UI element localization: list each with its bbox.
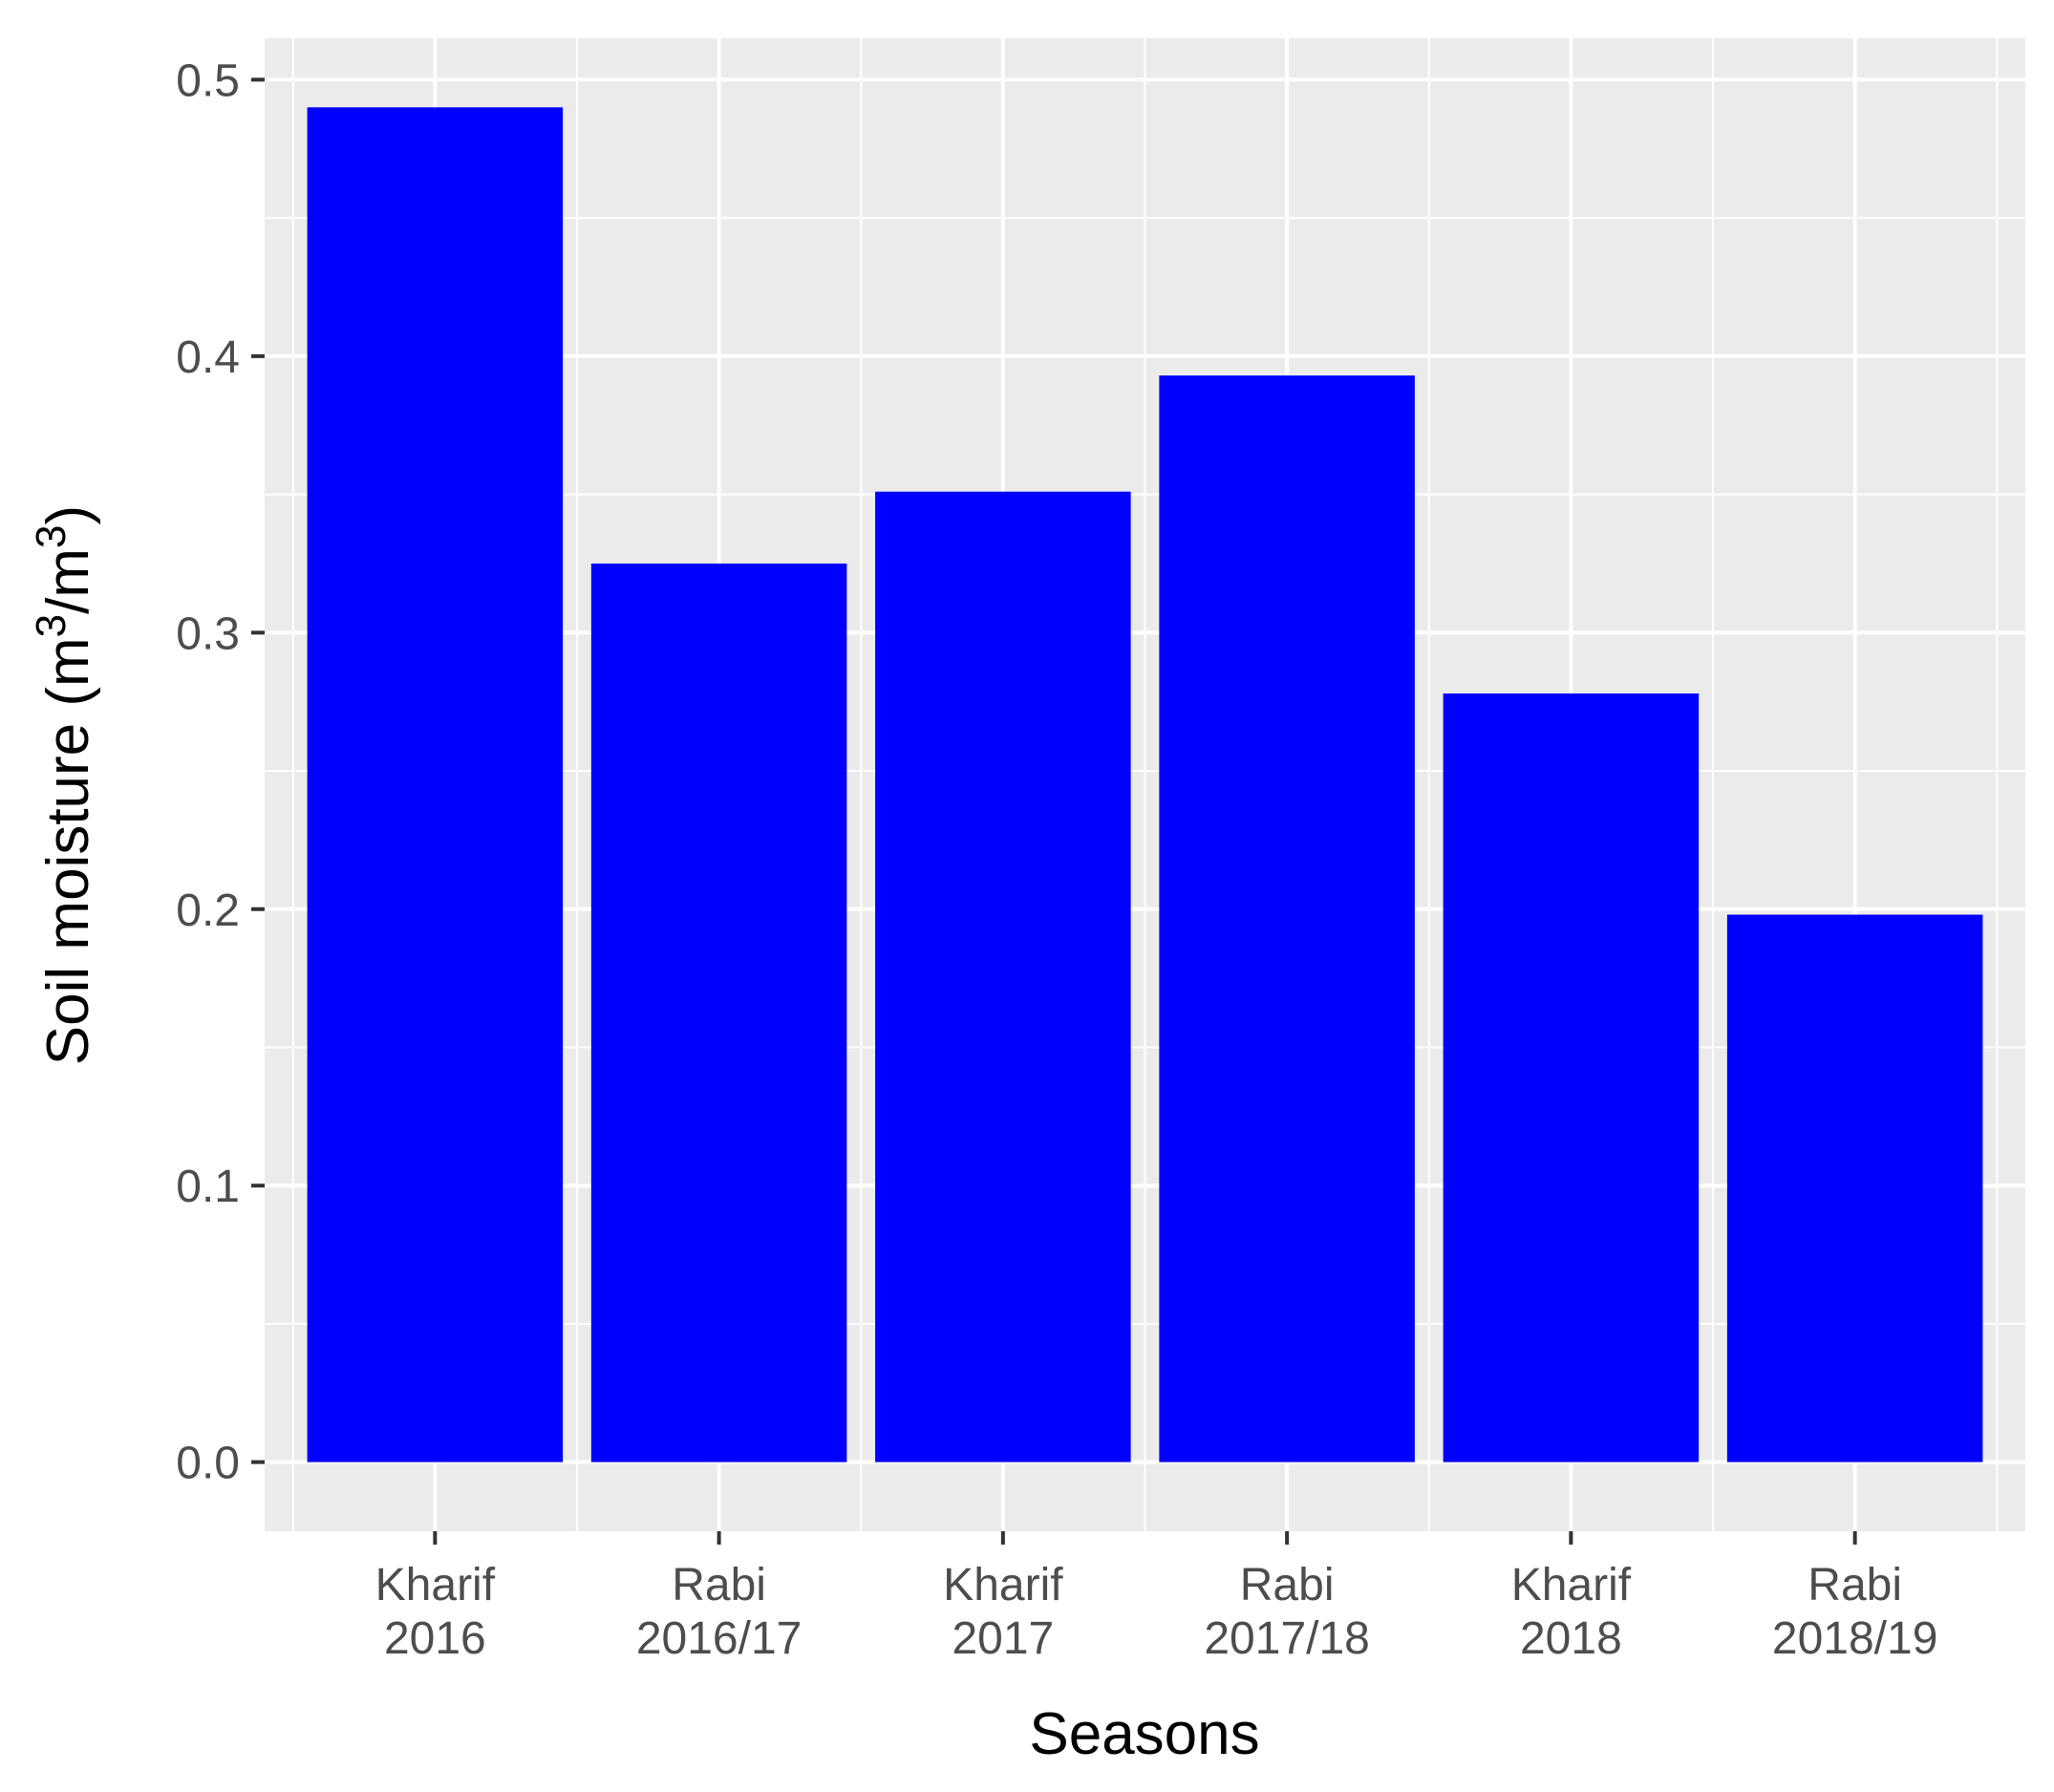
x-tick-label-line: 2018 [1520,1613,1622,1664]
bars-group [307,107,1983,1462]
y-tick-label: 0.3 [176,608,240,659]
x-tick-label-line: Kharif [943,1560,1063,1611]
x-tick-label: Kharif 2017 [943,1560,1063,1664]
y-tick-label: 0.0 [176,1439,240,1489]
x-tick-label-line: Rabi [672,1560,766,1611]
y-axis-title: Soil moisture (m3/m3) [28,505,101,1065]
x-tick-label: Rabi 2017/18 [1204,1560,1370,1664]
x-tick-label-line: Rabi [1808,1560,1902,1611]
x-tick-label-line: 2017 [952,1613,1054,1664]
bar [875,491,1131,1462]
x-tick-label-line: Kharif [375,1560,496,1611]
bar [590,563,847,1462]
x-tick-label: Kharif 2018 [1511,1560,1632,1664]
y-tick-label: 0.4 [176,332,240,383]
x-tick-label-line: Kharif [1511,1560,1632,1611]
x-axis-title: Seasons [1029,1701,1259,1767]
y-axis: 0.0 0.1 0.2 0.3 0.4 0.5 [176,55,265,1489]
x-tick-label-line: 2016/17 [636,1613,802,1664]
y-axis-title-prefix: Soil moisture (m [35,637,101,1065]
x-tick-label: Rabi 2016/17 [636,1560,802,1664]
y-axis-title-suffix: ) [35,505,101,525]
bar [1443,693,1700,1462]
y-tick-label: 0.2 [176,885,240,936]
y-axis-title-superscript-1: 3 [28,614,75,637]
x-tick-label-line: 2018/19 [1772,1613,1938,1664]
x-tick-label-line: 2016 [384,1613,486,1664]
x-tick-label: Rabi 2018/19 [1772,1560,1938,1664]
x-tick-label-line: 2017/18 [1204,1613,1370,1664]
x-tick-label-line: Rabi [1240,1560,1335,1611]
bar [1159,375,1415,1462]
bar [1726,914,1983,1462]
x-tick-label: Kharif 2016 [375,1560,496,1664]
y-tick-label: 0.1 [176,1162,240,1212]
bar [307,107,564,1462]
y-axis-title-middle: /m [35,548,101,614]
y-tick-label: 0.5 [176,55,240,106]
y-axis-title-superscript-2: 3 [28,524,75,547]
